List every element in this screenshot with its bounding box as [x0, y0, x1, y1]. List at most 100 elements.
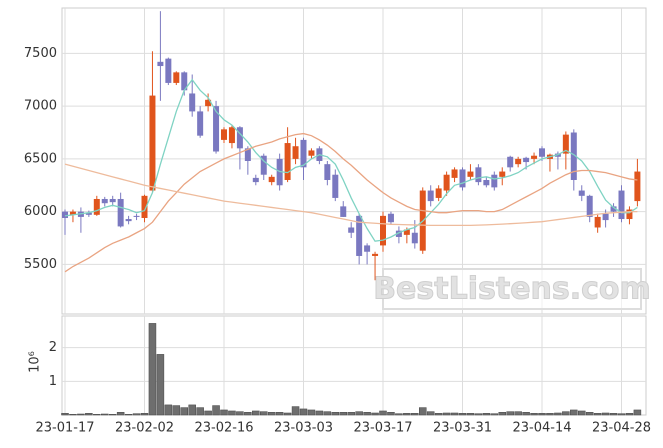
volume-bar	[93, 414, 101, 416]
candle-body	[268, 176, 275, 183]
price-frame	[61, 7, 647, 315]
candle-body	[117, 198, 124, 227]
volume-bar	[601, 412, 610, 416]
volume-bar	[77, 413, 85, 416]
volume-bar	[283, 412, 292, 416]
candle-body	[324, 164, 331, 180]
volume-bar	[347, 412, 355, 416]
volume-bar	[570, 409, 578, 416]
candle-body	[213, 106, 220, 152]
y-tick-label: 7000	[24, 99, 57, 114]
volume-bar	[363, 412, 371, 416]
candle-body	[531, 155, 538, 159]
candle-body	[523, 157, 530, 163]
candle-body	[69, 211, 76, 215]
volume-bar	[585, 412, 594, 416]
volume-bar	[315, 410, 324, 416]
moving-average-line	[64, 132, 638, 273]
candle-body	[157, 61, 164, 67]
candle-body	[507, 156, 514, 168]
candle-body	[244, 148, 251, 161]
volume-bar	[514, 411, 522, 416]
candle-body	[340, 206, 347, 217]
volume-bar	[593, 413, 602, 416]
candle-body	[332, 174, 339, 198]
volume-bar	[61, 413, 69, 416]
y-tick-label: 6500	[24, 151, 57, 166]
candle-body	[594, 216, 601, 228]
candle-body	[411, 232, 418, 244]
volume-bar	[371, 412, 379, 416]
volume-bar	[132, 413, 141, 416]
candle-body	[189, 93, 196, 112]
x-tick-label: 23-04-28	[592, 421, 651, 436]
volume-bar	[244, 412, 252, 416]
candle-body	[515, 158, 522, 165]
volume-bar	[196, 407, 204, 416]
volume-bar	[474, 413, 483, 416]
candle-body	[205, 99, 212, 107]
candle-body	[499, 171, 506, 177]
y-tick-label: 1	[49, 374, 57, 389]
candle-body	[443, 174, 450, 191]
volume-bar	[204, 410, 212, 416]
candle-body	[586, 195, 593, 217]
watermark: BestListens.com	[373, 272, 651, 307]
candle-body	[364, 245, 371, 252]
volume-bar	[450, 412, 459, 416]
candle-body	[109, 198, 116, 203]
volume-bar	[323, 411, 332, 416]
candle-body	[451, 169, 458, 178]
candle-body	[260, 155, 267, 175]
volume-bar	[172, 405, 181, 416]
volume-bar	[395, 413, 403, 416]
candle-body	[141, 195, 148, 218]
volume-bar	[164, 404, 173, 416]
volume-bar	[434, 413, 443, 416]
candle-body	[626, 209, 633, 220]
volume-bar	[617, 413, 626, 416]
candle-body	[403, 229, 410, 235]
candle-body	[173, 72, 180, 83]
volume-bar	[69, 414, 77, 416]
volume-bar	[625, 413, 634, 416]
volume-bar	[156, 354, 165, 416]
candle-body	[435, 188, 442, 198]
candle-body	[618, 190, 625, 220]
x-tick-label: 23-03-31	[433, 421, 492, 436]
candle-body	[427, 190, 434, 202]
candle-body	[356, 215, 363, 256]
candle-body	[308, 150, 315, 156]
candle-body	[602, 213, 609, 221]
volume-bar	[411, 413, 419, 416]
volume-bar	[291, 406, 300, 416]
volume-bar	[220, 409, 228, 416]
x-tick-label: 23-03-17	[353, 421, 412, 436]
volume-bar	[466, 413, 475, 416]
candle-body	[387, 213, 394, 223]
candle-body	[221, 129, 227, 140]
volume-bar	[108, 414, 117, 416]
volume-bar	[403, 413, 411, 416]
candle-body	[252, 177, 259, 183]
candle-body	[483, 179, 490, 186]
volume-bar	[442, 412, 451, 416]
volume-bar	[546, 413, 554, 416]
candle-body	[125, 219, 132, 222]
volume-bar	[252, 410, 260, 416]
volume-bar	[124, 414, 133, 416]
volume-bar	[609, 413, 618, 416]
candle-body	[197, 111, 204, 136]
volume-bar	[188, 404, 196, 416]
candle-body	[236, 127, 243, 149]
volume-bar	[633, 409, 642, 416]
candle-body	[228, 127, 235, 144]
volume-bar	[522, 412, 530, 416]
candle-body	[93, 198, 100, 215]
volume-bar	[260, 411, 268, 416]
volume-bar	[331, 412, 340, 416]
volume-bar	[85, 413, 93, 416]
candle-body	[149, 95, 156, 191]
volume-bar	[148, 323, 157, 416]
